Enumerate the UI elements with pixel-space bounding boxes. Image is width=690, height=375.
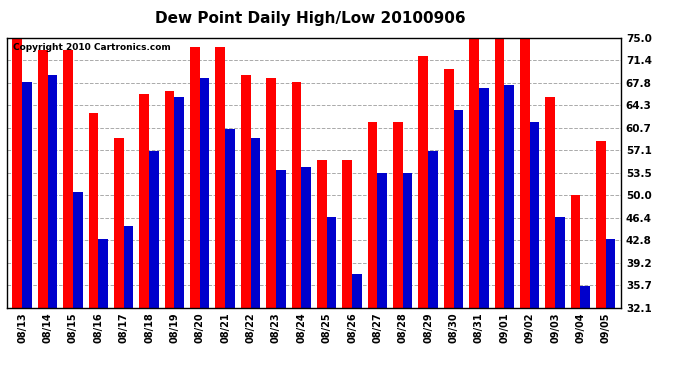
- Bar: [215, 47, 225, 375]
- Bar: [580, 286, 590, 375]
- Bar: [530, 123, 540, 375]
- Bar: [292, 81, 302, 375]
- Bar: [241, 75, 250, 375]
- Bar: [302, 166, 311, 375]
- Bar: [139, 94, 149, 375]
- Bar: [38, 50, 48, 375]
- Bar: [545, 97, 555, 375]
- Bar: [444, 69, 453, 375]
- Bar: [368, 123, 377, 375]
- Bar: [479, 88, 489, 375]
- Bar: [266, 78, 276, 375]
- Bar: [149, 151, 159, 375]
- Bar: [63, 50, 73, 375]
- Bar: [520, 38, 530, 375]
- Bar: [276, 170, 286, 375]
- Bar: [190, 47, 200, 375]
- Bar: [124, 226, 133, 375]
- Bar: [504, 85, 514, 375]
- Bar: [571, 195, 580, 375]
- Bar: [342, 160, 352, 375]
- Bar: [250, 138, 260, 375]
- Bar: [200, 78, 209, 375]
- Bar: [377, 173, 387, 375]
- Bar: [555, 217, 564, 375]
- Bar: [352, 273, 362, 375]
- Text: Dew Point Daily High/Low 20100906: Dew Point Daily High/Low 20100906: [155, 11, 466, 26]
- Bar: [88, 113, 98, 375]
- Bar: [225, 129, 235, 375]
- Bar: [12, 38, 22, 375]
- Bar: [393, 123, 403, 375]
- Bar: [596, 141, 606, 375]
- Bar: [606, 239, 615, 375]
- Bar: [98, 239, 108, 375]
- Bar: [48, 75, 57, 375]
- Text: Copyright 2010 Cartronics.com: Copyright 2010 Cartronics.com: [13, 43, 171, 52]
- Bar: [419, 56, 428, 375]
- Bar: [453, 110, 463, 375]
- Bar: [317, 160, 326, 375]
- Bar: [73, 192, 83, 375]
- Bar: [114, 138, 124, 375]
- Bar: [22, 81, 32, 375]
- Bar: [175, 97, 184, 375]
- Bar: [495, 38, 504, 375]
- Bar: [403, 173, 413, 375]
- Bar: [469, 38, 479, 375]
- Bar: [165, 91, 175, 375]
- Bar: [326, 217, 336, 375]
- Bar: [428, 151, 437, 375]
